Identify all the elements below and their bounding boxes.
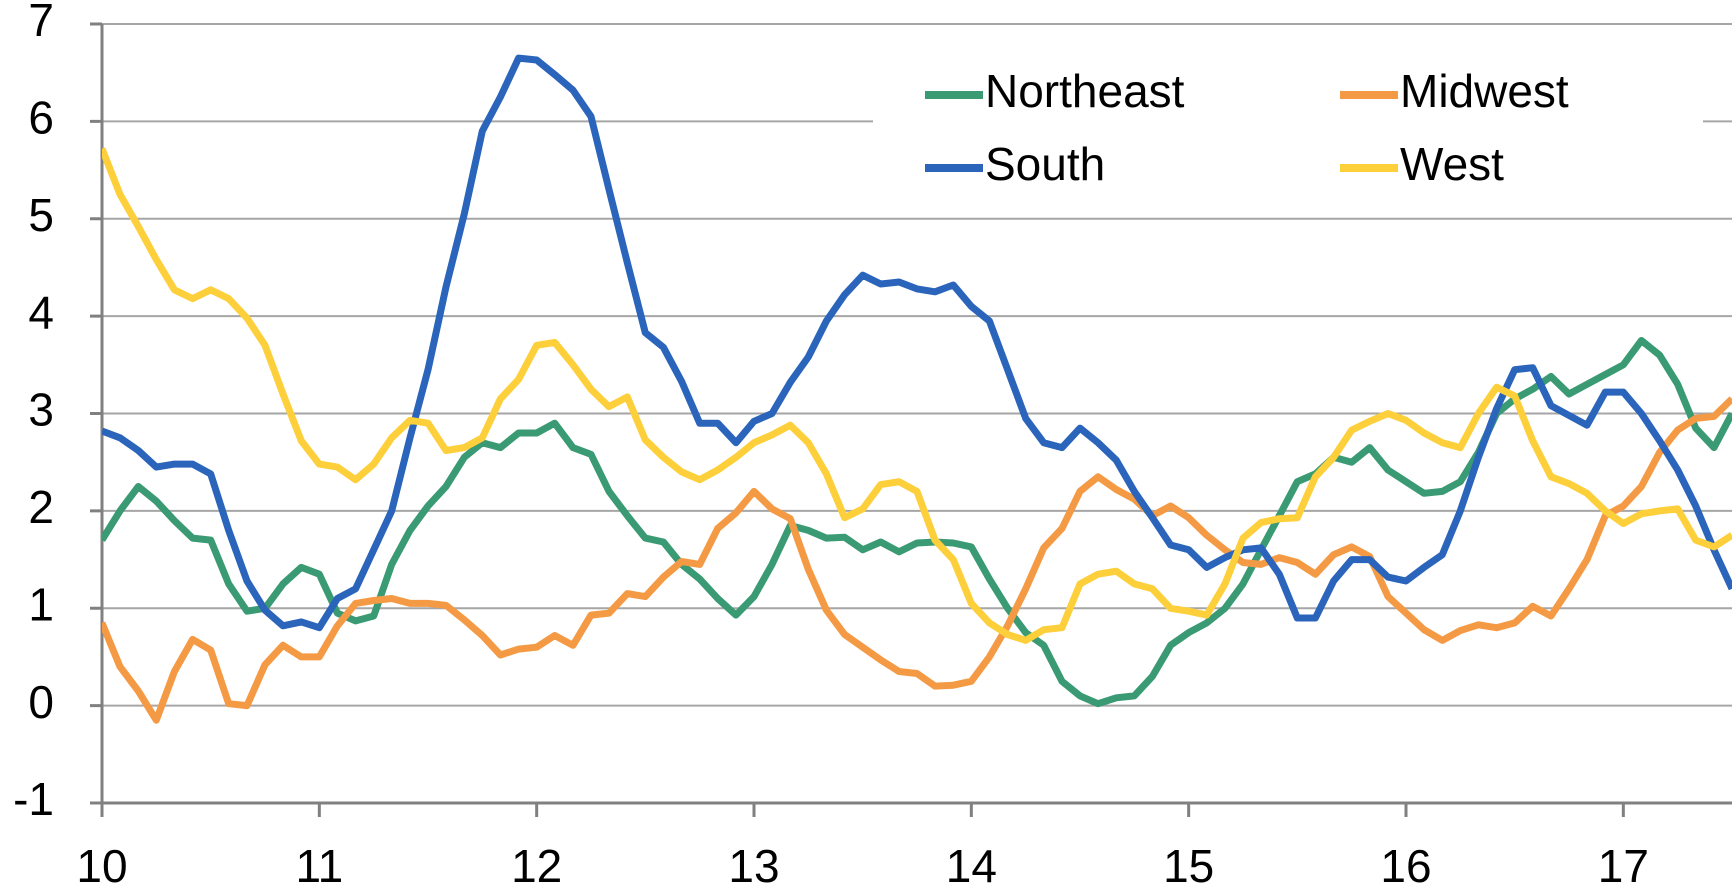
plot: [102, 54, 1732, 724]
y-tick-label: 7: [28, 0, 54, 46]
series-line: [102, 54, 1732, 632]
x-tick-label: 12: [511, 840, 562, 892]
legend-label: South: [985, 138, 1105, 190]
y-tick-label: 2: [28, 481, 54, 533]
y-tick-label: 6: [28, 92, 54, 144]
x-tick-label: 10: [76, 840, 127, 892]
legend-label: Northeast: [985, 65, 1185, 117]
y-tick-label: 5: [28, 189, 54, 241]
x-tick-label: 17: [1598, 840, 1649, 892]
y-tick-label: 1: [28, 578, 54, 630]
y-tick-label: 4: [28, 286, 54, 338]
legend-label: West: [1400, 138, 1504, 190]
y-tick-label: 0: [28, 676, 54, 728]
x-tick-label: 11: [295, 840, 343, 892]
x-tick-label: 16: [1380, 840, 1431, 892]
x-tick-label: 14: [946, 840, 997, 892]
legend-box: [873, 55, 1703, 195]
y-tick-label: -1: [13, 773, 54, 825]
y-tick-label: 3: [28, 384, 54, 436]
x-tick-label: 15: [1163, 840, 1214, 892]
legend-label: Midwest: [1400, 65, 1569, 117]
series-line: [102, 337, 1732, 708]
series-line: [102, 147, 1732, 644]
x-tick-label: 13: [728, 840, 779, 892]
series-line: [102, 396, 1732, 724]
